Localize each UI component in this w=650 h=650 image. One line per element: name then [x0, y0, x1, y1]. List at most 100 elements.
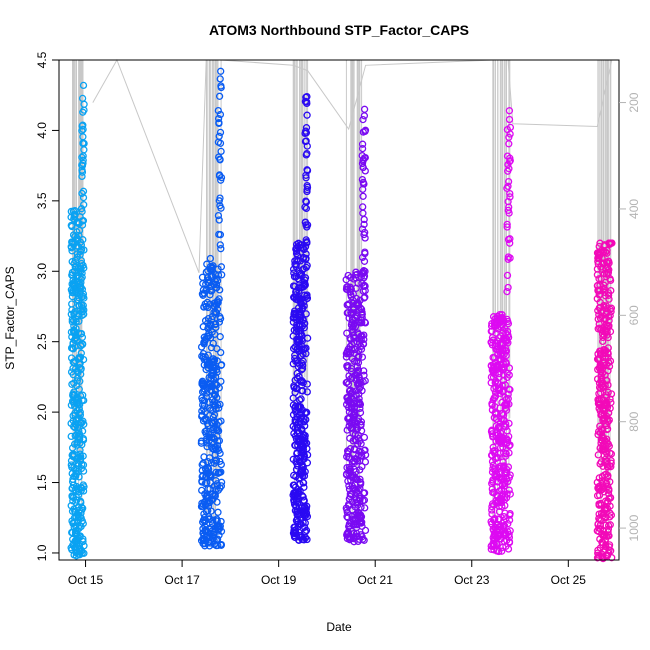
data-point — [79, 535, 87, 543]
data-point — [217, 468, 225, 476]
data-point — [360, 272, 369, 280]
data-point — [217, 482, 226, 490]
data-point — [498, 547, 506, 555]
y-tick-label: 3.5 — [35, 192, 49, 209]
data-point — [79, 236, 87, 244]
x-tick-label: Oct 25 — [551, 573, 587, 587]
data-point — [204, 351, 212, 359]
data-point — [292, 261, 300, 269]
data-point — [215, 119, 223, 127]
data-point — [217, 460, 225, 469]
data-point-peak — [303, 92, 311, 101]
data-point — [506, 239, 514, 247]
x-tick-label: Oct 21 — [358, 573, 394, 587]
data-point — [80, 420, 88, 428]
data-point — [504, 283, 512, 292]
data-point — [215, 216, 223, 224]
data-point — [216, 156, 224, 164]
data-point — [302, 505, 310, 513]
data-point — [361, 126, 370, 134]
data-point — [303, 291, 311, 299]
data-point — [603, 246, 611, 254]
y2-tick-label: 400 — [627, 199, 641, 219]
series-3 — [289, 92, 312, 544]
series-2 — [197, 67, 226, 550]
data-point — [503, 490, 511, 498]
data-point — [605, 259, 613, 267]
data-point — [303, 142, 311, 150]
data-point — [607, 304, 616, 312]
data-point — [76, 377, 84, 385]
data-point — [606, 513, 614, 521]
data-point — [302, 509, 311, 517]
data-point — [79, 217, 88, 225]
data-point — [211, 457, 220, 465]
data-point — [299, 463, 307, 471]
data-point — [299, 378, 307, 387]
data-point — [217, 147, 225, 156]
data-point — [607, 450, 616, 458]
data-point — [360, 220, 368, 229]
x-tick-label: Oct 17 — [164, 573, 200, 587]
data-point — [216, 139, 225, 147]
data-point — [603, 377, 611, 385]
data-point — [302, 526, 311, 535]
data-point — [212, 280, 221, 289]
data-point — [361, 458, 370, 466]
data-point — [607, 457, 615, 465]
data-point — [216, 128, 225, 137]
data-point — [360, 331, 368, 339]
data-point — [68, 258, 76, 266]
data-point — [360, 112, 369, 120]
x-tick-label: Oct 15 — [68, 573, 104, 587]
data-point — [301, 519, 309, 527]
data-point — [605, 358, 613, 367]
data-point — [498, 311, 506, 319]
data-point — [216, 522, 224, 530]
data-point — [361, 286, 369, 295]
data-point-min — [295, 536, 303, 544]
data-point — [504, 520, 512, 528]
data-point — [603, 450, 611, 458]
data-point — [505, 209, 513, 217]
data-point — [491, 514, 499, 523]
data-point — [303, 380, 311, 388]
data-point — [79, 467, 88, 475]
data-point — [359, 209, 367, 217]
data-point — [77, 329, 86, 338]
data-point — [360, 335, 368, 344]
y-axis: 1.0 1.5 2.0 2.5 3.0 3.5 4.0 4.5 — [35, 51, 59, 561]
data-point — [502, 494, 511, 502]
data-point — [605, 442, 613, 450]
data-point — [78, 503, 86, 511]
data-point — [605, 266, 613, 274]
data-point — [605, 416, 613, 424]
data-point — [214, 508, 222, 516]
y-tick-label: 4.0 — [35, 122, 49, 139]
data-point — [80, 483, 88, 491]
data-point — [71, 334, 80, 343]
data-point — [503, 287, 511, 296]
data-point — [360, 433, 369, 442]
data-point — [217, 417, 225, 425]
data-point — [355, 380, 363, 388]
data-point — [79, 301, 87, 310]
data-point — [357, 418, 366, 426]
data-point — [216, 314, 225, 323]
data-point — [77, 283, 85, 292]
data-point — [212, 320, 220, 328]
data-point — [303, 294, 312, 302]
data-point — [68, 247, 76, 255]
data-point — [216, 241, 224, 249]
data-point — [360, 215, 368, 224]
data-point — [215, 132, 223, 140]
y2-tick-label: 200 — [627, 92, 641, 112]
data-point — [80, 396, 88, 405]
data-point — [607, 459, 615, 467]
data-point — [218, 271, 226, 279]
data-point — [357, 440, 365, 448]
data-point — [506, 441, 514, 449]
data-point — [359, 155, 368, 164]
data-point — [303, 512, 312, 521]
data-point — [604, 367, 612, 375]
